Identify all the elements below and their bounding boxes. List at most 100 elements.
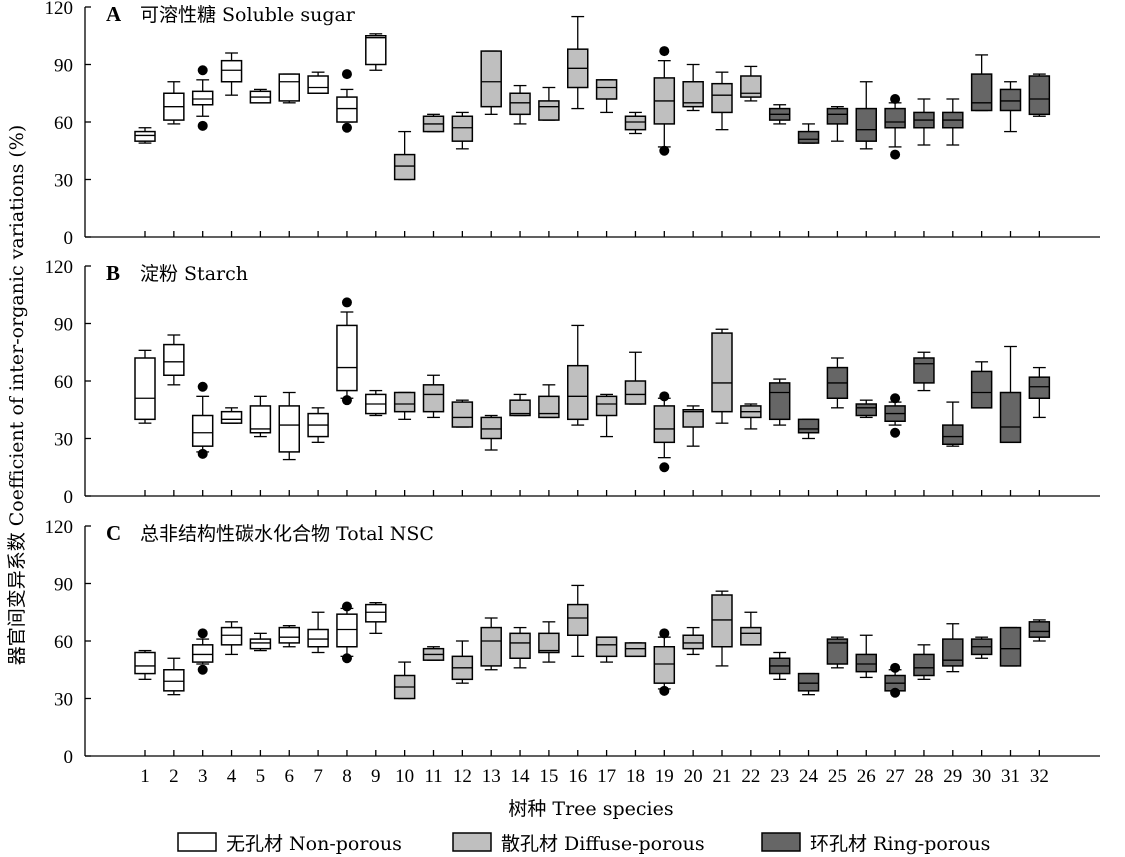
box-species-29 bbox=[942, 623, 964, 673]
box-iqr bbox=[307, 628, 329, 648]
box-species-28 bbox=[913, 644, 935, 680]
box-species-26 bbox=[855, 399, 877, 419]
y-tick-label: 120 bbox=[45, 0, 74, 19]
box-iqr bbox=[191, 414, 214, 447]
box-species-9 bbox=[365, 33, 387, 71]
box-species-24 bbox=[797, 672, 820, 696]
box-species-24 bbox=[797, 123, 820, 144]
legend-label: 散孔材 Diffuse-porous bbox=[501, 833, 705, 855]
outlier-point bbox=[341, 69, 352, 80]
box-species-23 bbox=[768, 651, 791, 680]
x-tick-label: 16 bbox=[568, 766, 587, 787]
x-tick-label: 4 bbox=[227, 766, 237, 787]
box-species-27 bbox=[884, 662, 906, 698]
outlier-point bbox=[341, 122, 352, 133]
x-tick-label: 17 bbox=[597, 766, 616, 787]
box-species-27 bbox=[884, 94, 906, 160]
x-tick-label: 24 bbox=[799, 766, 819, 787]
box-iqr bbox=[538, 632, 560, 654]
legend-item-3: 环孔材 Ring-porous bbox=[761, 832, 990, 855]
box-species-16 bbox=[567, 15, 589, 110]
legend-item-2: 散孔材 Diffuse-porous bbox=[452, 832, 705, 855]
box-iqr bbox=[451, 115, 474, 142]
box-species-8 bbox=[336, 69, 358, 133]
panel-b: 0 30 60 90 120 B 淀粉 Starch bbox=[45, 257, 1100, 508]
box-iqr bbox=[768, 382, 791, 421]
legend-swatch bbox=[452, 832, 492, 852]
box-species-13 bbox=[480, 617, 502, 671]
outlier-point bbox=[659, 145, 670, 156]
box-species-5 bbox=[249, 88, 272, 104]
y-tick-label: 30 bbox=[54, 430, 73, 451]
box-iqr bbox=[913, 653, 935, 677]
x-tick-label: 1 bbox=[140, 766, 150, 787]
box-species-10 bbox=[393, 661, 416, 700]
outlier-point bbox=[890, 94, 901, 104]
box-species-1 bbox=[134, 649, 156, 680]
panel-title: 总非结构性碳水化合物 Total NSC bbox=[140, 523, 434, 545]
box-species-4 bbox=[220, 621, 243, 656]
box-iqr bbox=[480, 626, 502, 667]
box-iqr bbox=[711, 594, 733, 648]
x-tick-label: 12 bbox=[453, 766, 472, 787]
y-tick-label: 0 bbox=[64, 487, 74, 508]
box-species-12 bbox=[451, 111, 474, 150]
outlier-point bbox=[197, 664, 208, 675]
box-iqr bbox=[682, 634, 704, 650]
x-tick-label: 26 bbox=[857, 766, 876, 787]
y-tick-label: 60 bbox=[54, 113, 73, 134]
box-iqr bbox=[653, 646, 676, 684]
box-species-16 bbox=[567, 584, 589, 657]
outlier-point bbox=[659, 46, 670, 57]
box-iqr bbox=[249, 638, 272, 650]
y-axis-title: 器官间变异系数 Coefficient of inter-organic var… bbox=[6, 125, 28, 666]
box-iqr bbox=[826, 107, 849, 125]
box-iqr bbox=[191, 644, 214, 663]
box-iqr bbox=[1028, 621, 1051, 638]
outlier-point bbox=[341, 297, 352, 308]
box-species-1 bbox=[134, 127, 156, 144]
x-tick-label: 6 bbox=[285, 766, 295, 787]
box-iqr bbox=[278, 626, 300, 644]
box-iqr bbox=[595, 636, 618, 658]
box-species-4 bbox=[220, 407, 243, 424]
box-iqr bbox=[163, 669, 185, 692]
y-tick-label: 0 bbox=[64, 747, 74, 768]
legend-swatch bbox=[761, 832, 801, 852]
box-species-30 bbox=[970, 636, 993, 659]
box-species-29 bbox=[942, 401, 964, 447]
box-species-14 bbox=[509, 84, 531, 125]
x-tick-label: 32 bbox=[1030, 766, 1049, 787]
outlier-point bbox=[659, 462, 670, 473]
box-species-10 bbox=[393, 391, 416, 420]
box-species-17 bbox=[595, 393, 618, 438]
x-tick-label: 8 bbox=[342, 766, 352, 787]
outlier-point bbox=[659, 391, 670, 402]
x-tick-label: 27 bbox=[886, 766, 905, 787]
box-iqr bbox=[740, 626, 762, 646]
box-species-25 bbox=[826, 636, 849, 669]
box-species-8 bbox=[336, 297, 358, 406]
x-tick-label: 21 bbox=[713, 766, 732, 787]
box-species-23 bbox=[768, 104, 791, 125]
box-species-31 bbox=[999, 626, 1022, 667]
box-iqr bbox=[942, 638, 964, 667]
x-tick-label: 7 bbox=[313, 766, 323, 787]
box-species-25 bbox=[826, 357, 849, 409]
box-iqr bbox=[336, 96, 358, 123]
box-species-2 bbox=[163, 334, 185, 386]
outlier-point bbox=[197, 120, 208, 131]
box-iqr bbox=[855, 653, 877, 673]
box-iqr bbox=[1028, 75, 1051, 116]
box-species-24 bbox=[797, 418, 820, 440]
box-iqr bbox=[999, 626, 1022, 667]
box-species-5 bbox=[249, 395, 272, 438]
box-iqr bbox=[653, 405, 676, 444]
box-iqr bbox=[365, 603, 387, 623]
y-tick-label: 0 bbox=[64, 228, 74, 249]
legend-swatch bbox=[177, 832, 217, 852]
x-tick-label: 30 bbox=[972, 766, 991, 787]
box-species-11 bbox=[422, 374, 445, 419]
box-iqr bbox=[970, 73, 993, 112]
